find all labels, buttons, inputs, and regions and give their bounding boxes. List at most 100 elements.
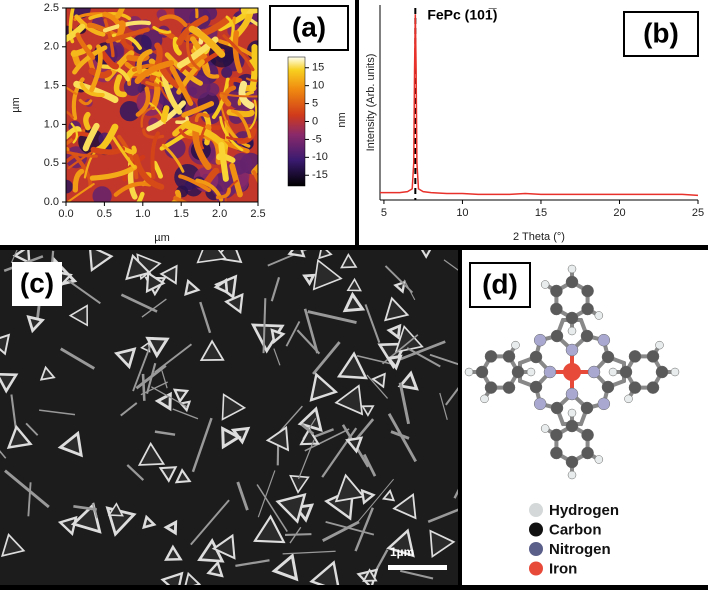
atom <box>550 285 562 297</box>
atom <box>566 344 578 356</box>
atom <box>544 366 556 378</box>
afm-fiber <box>86 115 88 128</box>
atom <box>609 368 617 376</box>
atom <box>541 425 549 433</box>
legend-label: Hydrogen <box>549 502 619 519</box>
colorbar-tick-label: -15 <box>312 169 328 181</box>
atom <box>598 334 610 346</box>
atom <box>595 456 603 464</box>
x-axis-label: µm <box>154 232 170 244</box>
legend-swatch <box>529 562 543 576</box>
atom <box>582 429 594 441</box>
colorbar-tick-label: 15 <box>312 62 324 74</box>
legend-label: Carbon <box>549 521 602 538</box>
atom <box>550 447 562 459</box>
legend-swatch <box>529 542 543 556</box>
scale-bar-label: 1µm <box>390 545 414 559</box>
atom <box>566 456 578 468</box>
atom <box>534 334 546 346</box>
atom <box>581 402 593 414</box>
atom <box>551 330 563 342</box>
atom <box>527 368 535 376</box>
legend-swatch <box>529 523 543 537</box>
atom <box>512 366 524 378</box>
atom <box>625 395 633 403</box>
panel-label: (c) <box>20 267 54 298</box>
atom <box>582 447 594 459</box>
atom <box>512 341 520 349</box>
afm-image <box>44 0 283 214</box>
afm-fiber <box>164 108 167 119</box>
atom <box>541 281 549 289</box>
panel-label: (d) <box>482 268 518 299</box>
atom <box>465 368 473 376</box>
atom <box>503 350 515 362</box>
legend-swatch <box>529 503 543 517</box>
atom <box>566 388 578 400</box>
panel-label: (b) <box>643 17 679 48</box>
atom <box>568 327 576 335</box>
atom <box>503 382 515 394</box>
x-tick-label: 10 <box>456 207 468 219</box>
y-axis-label: µm <box>10 97 22 113</box>
colorbar-tick-label: -5 <box>312 133 322 145</box>
atom <box>588 366 600 378</box>
atom <box>671 368 679 376</box>
scale-bar <box>388 565 447 570</box>
y-tick-label: 2.0 <box>44 41 59 53</box>
atom <box>582 303 594 315</box>
atom <box>530 351 542 363</box>
colorbar-tick-label: 0 <box>312 115 318 127</box>
atom <box>550 429 562 441</box>
atom <box>647 350 659 362</box>
legend-label: Iron <box>549 560 577 577</box>
y-tick-label: 0.0 <box>44 196 59 208</box>
x-tick-label: 5 <box>381 207 387 219</box>
peak-annotation: FePc (101̅) <box>427 7 497 23</box>
atom <box>566 312 578 324</box>
atom <box>656 366 668 378</box>
atom <box>656 341 664 349</box>
atom <box>568 265 576 273</box>
y-tick-label: 1.0 <box>44 118 59 130</box>
x-axis-label: 2 Theta (°) <box>513 231 565 243</box>
x-tick-label: 25 <box>692 207 704 219</box>
legend-label: Nitrogen <box>549 541 611 558</box>
atom <box>629 382 641 394</box>
atom <box>602 351 614 363</box>
colorbar-tick-label: 5 <box>312 97 318 109</box>
x-tick-label: 15 <box>535 207 547 219</box>
x-tick-label: 20 <box>613 207 625 219</box>
atom-iron <box>563 363 581 381</box>
atom <box>595 312 603 320</box>
atom <box>582 285 594 297</box>
x-tick-label: 1.5 <box>174 208 189 220</box>
afm-fiber <box>93 149 122 152</box>
atom <box>566 420 578 432</box>
atom <box>481 395 489 403</box>
colorbar-label: nm <box>336 112 348 127</box>
atom <box>629 350 641 362</box>
fiber <box>143 374 144 401</box>
x-tick-label: 0.0 <box>58 208 73 220</box>
atom <box>581 330 593 342</box>
atom <box>476 366 488 378</box>
y-tick-label: 1.5 <box>44 80 59 92</box>
panel-label: (a) <box>292 11 326 42</box>
atom <box>602 381 614 393</box>
x-tick-label: 0.5 <box>97 208 112 220</box>
atom <box>550 303 562 315</box>
colorbar-tick-label: -10 <box>312 151 328 163</box>
atom <box>485 382 497 394</box>
y-axis-label: Intensity (Arb. units) <box>365 54 377 152</box>
atom <box>534 398 546 410</box>
atom <box>620 366 632 378</box>
atom <box>568 409 576 417</box>
atom <box>530 381 542 393</box>
y-tick-label: 2.5 <box>44 2 59 14</box>
y-tick-label: 0.5 <box>44 157 59 169</box>
atom <box>647 382 659 394</box>
x-tick-label: 1.0 <box>135 208 150 220</box>
